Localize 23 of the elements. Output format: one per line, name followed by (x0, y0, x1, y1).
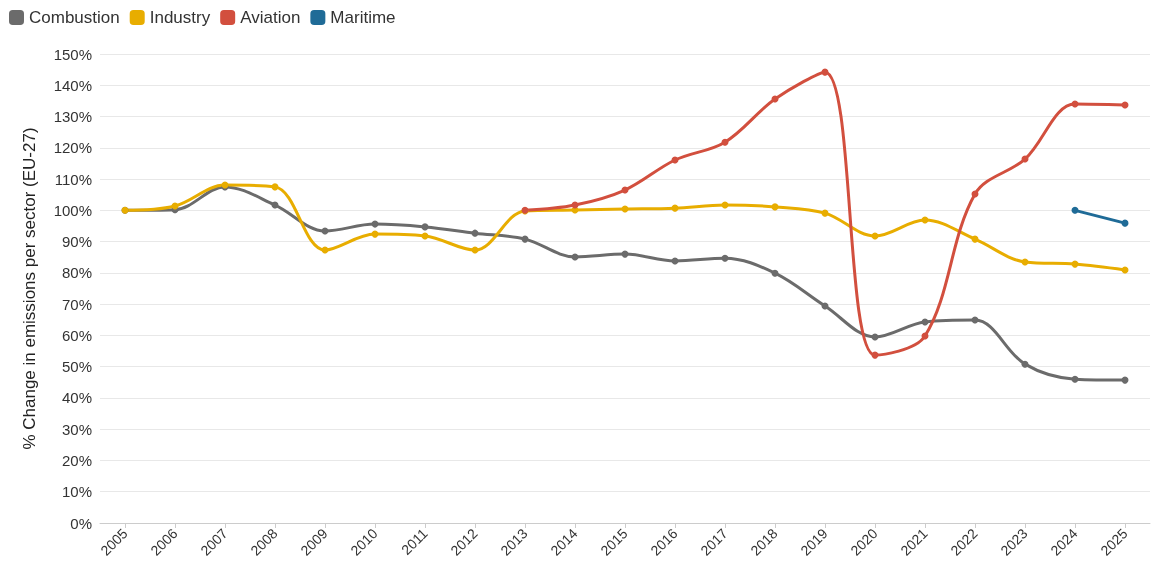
y-axis-title: % Change in emissions per sector (EU-27) (20, 127, 39, 450)
y-tick-label: 80% (61, 264, 92, 282)
legend-label: Combustion (29, 8, 120, 27)
y-tick-label: 50% (61, 358, 92, 376)
y-tick-label: 20% (61, 451, 92, 469)
y-tick-label: 140% (53, 76, 92, 94)
y-tick-label: 0% (70, 514, 92, 532)
y-tick-label: 120% (53, 139, 92, 157)
y-tick-label: 150% (53, 45, 92, 63)
point (1071, 206, 1079, 214)
y-tick-label: 130% (53, 108, 92, 126)
legend-label: Industry (149, 8, 211, 27)
y-tick-label: 40% (61, 389, 92, 407)
y-tick-label: 60% (61, 326, 92, 344)
y-tick-label: 10% (61, 483, 92, 501)
y-tick-label: 100% (53, 201, 92, 219)
legend-label: Maritime (330, 8, 396, 27)
legend-label: Aviation (240, 8, 301, 27)
y-tick-label: 110% (54, 170, 92, 188)
point (571, 253, 579, 261)
y-tick-label: 90% (61, 233, 92, 251)
y-tick-label: 30% (61, 420, 92, 438)
y-tick-label: 70% (61, 295, 92, 313)
